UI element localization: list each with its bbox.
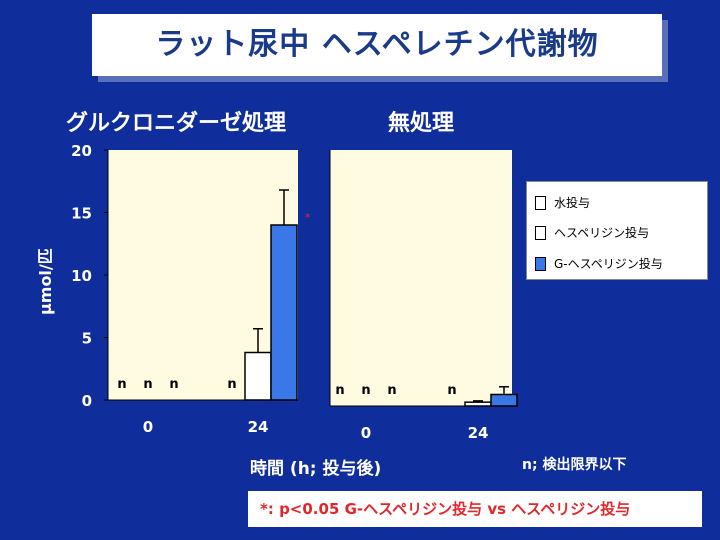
nd-label: n [335, 383, 344, 398]
nd-label: n [387, 383, 396, 398]
y-tick-label: 20 [71, 142, 92, 160]
legend-label-g-hesperidin: G-ヘスペリジン投与 [554, 257, 663, 271]
legend-swatch-water [535, 195, 546, 210]
legend-label-water: 水投与 [554, 196, 591, 210]
nd-label: n [447, 383, 456, 398]
legend: 水投与 ヘスペリジン投与 G-ヘスペリジン投与 [526, 181, 708, 280]
significance-note-box: *: p<0.05 G-ヘスペリジン投与 vs ヘスペリジン投与 [248, 491, 702, 527]
x-tick-label: 0 [361, 424, 371, 442]
x-axis-label: 時間 (h; 投与後) [250, 459, 382, 479]
x-tick-label: 24 [248, 418, 269, 436]
panel-title-left: グルクロニダーゼ処理 [66, 111, 287, 136]
significance-note: *: p<0.05 G-ヘスペリジン投与 vs ヘスペリジン投与 [260, 500, 631, 518]
y-tick-label: 5 [82, 330, 92, 348]
panel-title-right: 無処理 [388, 111, 455, 136]
x-tick-label: 0 [143, 418, 153, 436]
legend-swatch-hesperidin [535, 225, 546, 240]
legend-item-water: 水投与 [535, 194, 590, 211]
title-box: ラット尿中 ヘスペレチン代謝物 [92, 14, 662, 76]
legend-item-hesperidin: ヘスペリジン投与 [535, 224, 649, 241]
x-tick-label: 24 [468, 424, 489, 442]
legend-swatch-g-hesperidin [535, 256, 546, 271]
y-tick-label: 15 [71, 205, 92, 223]
y-tick-label: 0 [82, 392, 92, 410]
nd-label: n [361, 383, 370, 398]
y-tick-label: 10 [71, 267, 92, 285]
bar-ヘスペリジン投与-24 [464, 401, 492, 407]
nd-label: n [143, 377, 152, 392]
bar-G-ヘスペリジン投与-24 [490, 393, 518, 407]
bar-ヘスペリジン投与-24 [244, 351, 272, 401]
nd-label: n [169, 377, 178, 392]
nd-label: n [117, 377, 126, 392]
legend-label-hesperidin: ヘスペリジン投与 [554, 226, 650, 240]
legend-item-g-hesperidin: G-ヘスペリジン投与 [535, 255, 663, 272]
plot-area-2 [330, 150, 512, 406]
bar-G-ヘスペリジン投与-24 [270, 224, 298, 401]
significance-marker: * [305, 211, 311, 224]
nd-note: n; 検出限界以下 [522, 457, 627, 473]
nd-label: n [227, 377, 236, 392]
page-title: ラット尿中 ヘスペレチン代謝物 [155, 27, 599, 62]
